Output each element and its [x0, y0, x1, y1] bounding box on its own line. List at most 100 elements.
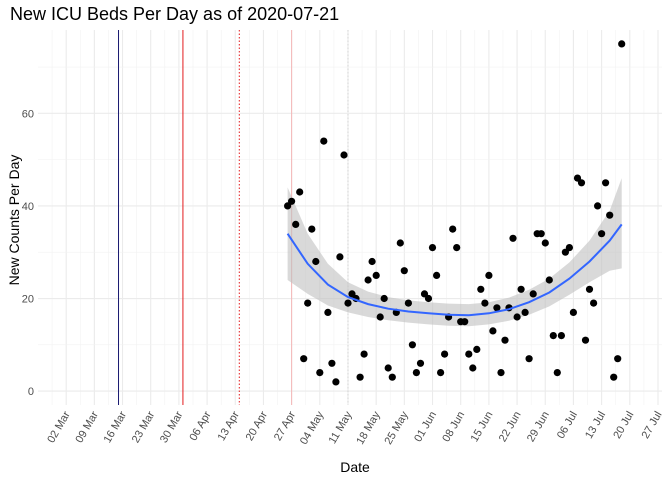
x-tick-label: 06 Jul — [555, 410, 580, 441]
x-tick-label: 13 Jul — [583, 410, 608, 441]
data-point — [424, 294, 433, 303]
data-point — [388, 373, 396, 381]
data-point — [340, 151, 348, 159]
data-point — [336, 253, 344, 261]
data-point — [610, 373, 618, 381]
data-point — [428, 244, 437, 252]
x-axis-ticks: 02 Mar 09 Mar 16 Mar 23 Mar 30 Mar 06 Apr 13 A… — [45, 409, 664, 447]
y-tick-label: 60 — [22, 108, 34, 120]
data-point — [404, 299, 412, 307]
data-point — [594, 202, 602, 210]
x-tick-label: 08 Jun — [440, 410, 467, 445]
data-point — [473, 345, 481, 353]
x-axis-title: Date — [340, 459, 370, 475]
data-point — [288, 197, 296, 205]
data-point — [360, 350, 368, 358]
data-point — [537, 230, 545, 238]
data-point — [356, 373, 364, 381]
data-point — [453, 244, 461, 252]
data-point — [384, 364, 392, 372]
data-point — [328, 359, 336, 367]
confidence-band — [287, 178, 622, 327]
data-point — [300, 355, 308, 363]
y-tick-label: 20 — [22, 294, 34, 306]
data-point — [581, 336, 590, 344]
data-point — [485, 271, 493, 279]
chart-title: New ICU Beds Per Day as of 2020-07-21 — [10, 4, 340, 24]
x-tick-label: 29 Jun — [525, 410, 552, 445]
data-point — [324, 308, 332, 316]
data-point — [449, 225, 457, 233]
data-point — [614, 355, 622, 363]
data-point — [308, 225, 316, 233]
data-point — [525, 355, 533, 363]
data-point — [400, 267, 408, 275]
data-point — [569, 308, 578, 316]
x-tick-label: 27 Apr — [272, 409, 298, 443]
data-point — [489, 327, 497, 335]
x-tick-label: 13 Apr — [216, 409, 242, 443]
x-tick-label: 23 Mar — [130, 409, 158, 445]
data-point — [344, 299, 352, 307]
data-point — [412, 369, 420, 377]
data-point — [557, 332, 566, 340]
data-point — [541, 239, 549, 247]
data-point — [481, 299, 489, 307]
x-tick-label: 30 Mar — [158, 409, 186, 445]
data-point — [477, 285, 485, 293]
data-point — [416, 359, 425, 367]
x-tick-label: 20 Jul — [611, 410, 636, 441]
x-tick-label: 22 Jun — [497, 410, 524, 445]
grid-lines — [38, 30, 662, 405]
data-point — [618, 40, 626, 48]
x-tick-label: 18 May — [354, 409, 383, 447]
x-tick-label: 20 Apr — [244, 409, 270, 443]
x-tick-label: 16 Mar — [102, 409, 130, 445]
data-point — [408, 341, 416, 349]
data-point — [320, 137, 328, 145]
data-point — [461, 318, 469, 326]
y-tick-label: 0 — [28, 386, 34, 398]
data-point — [469, 364, 477, 372]
data-point — [368, 257, 376, 266]
data-point — [565, 244, 574, 252]
data-point — [433, 271, 441, 279]
x-tick-label: 27 Jul — [640, 410, 665, 441]
data-point — [509, 234, 517, 242]
data-point — [372, 271, 380, 279]
x-tick-label: 11 May — [327, 409, 355, 446]
x-tick-label: 02 Mar — [45, 409, 73, 445]
data-point — [513, 313, 521, 321]
data-point — [553, 369, 561, 377]
confidence-band-group — [287, 178, 622, 327]
data-point — [590, 299, 598, 307]
data-point — [493, 304, 501, 312]
data-point — [396, 239, 404, 247]
data-points — [284, 40, 626, 386]
x-tick-label: 09 Mar — [73, 409, 101, 445]
data-point — [437, 369, 445, 377]
data-point — [296, 188, 304, 196]
smooth-line-group — [286, 223, 623, 317]
y-tick-label: 40 — [22, 201, 34, 213]
data-point — [304, 299, 312, 307]
y-axis-title: New Counts Per Day — [6, 155, 22, 286]
data-point — [545, 276, 553, 284]
x-tick-label: 25 May — [382, 409, 411, 447]
data-point — [497, 369, 505, 377]
data-point — [316, 369, 324, 377]
data-point — [364, 276, 372, 284]
x-tick-label: 06 Apr — [187, 409, 213, 443]
data-point — [312, 257, 320, 266]
reference-lines — [118, 30, 349, 405]
data-point — [376, 313, 384, 321]
x-tick-label: 15 Jun — [469, 410, 496, 445]
data-point — [549, 332, 557, 340]
data-point — [602, 179, 610, 187]
smooth-line — [286, 223, 623, 317]
data-point — [517, 285, 525, 293]
data-point — [577, 179, 586, 187]
data-point — [529, 290, 537, 298]
data-point — [465, 350, 473, 358]
